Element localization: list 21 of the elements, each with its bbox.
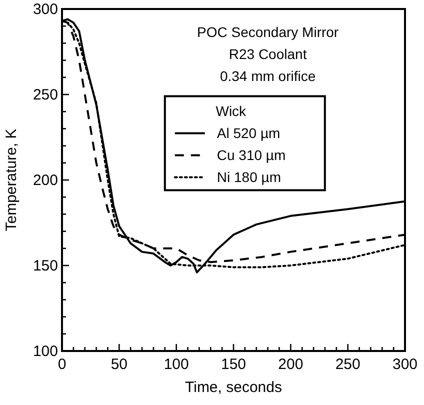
x-tick-label: 100 xyxy=(164,356,189,373)
x-tick-label: 50 xyxy=(110,356,128,373)
y-tick-label: 100 xyxy=(32,343,58,360)
y-tick-label: 300 xyxy=(32,1,58,18)
legend-label: Ni 180 µm xyxy=(216,169,281,186)
x-axis-title: Time, seconds xyxy=(185,379,282,396)
x-tick-label: 150 xyxy=(220,356,246,373)
legend-label: Al 520 µm xyxy=(216,125,280,142)
y-tick-label: 250 xyxy=(32,86,58,104)
x-tick-label: 0 xyxy=(58,356,66,373)
annotation: R23 Coolant xyxy=(228,46,307,62)
legend-title: Wick xyxy=(216,103,248,120)
y-axis-title: Temperature, K xyxy=(3,128,20,232)
y-tick-label: 200 xyxy=(32,172,58,189)
y-tick-label: 150 xyxy=(32,258,58,274)
x-tick-label: 250 xyxy=(335,356,360,373)
annotation: 0.34 mm orifice xyxy=(220,68,316,84)
x-tick-label: 300 xyxy=(392,356,418,373)
text: POC Secondary Mirror xyxy=(197,24,339,40)
x-tick-label: 200 xyxy=(278,356,304,373)
legend-label: Cu 310 µm xyxy=(216,147,286,164)
